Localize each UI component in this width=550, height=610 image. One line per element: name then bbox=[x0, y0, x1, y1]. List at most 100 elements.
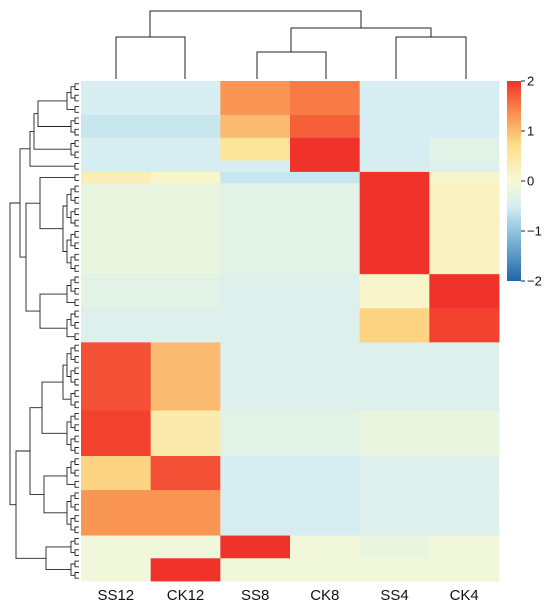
row-dendro-link bbox=[74, 356, 79, 363]
heatmap-cell-b4-ck12 bbox=[150, 171, 221, 184]
column-label-ss8: SS8 bbox=[241, 587, 269, 604]
row-dendro-link bbox=[74, 481, 79, 488]
row-dendro-link bbox=[70, 415, 75, 429]
heatmap-cell-b2-ck4 bbox=[429, 137, 500, 161]
heatmap-cell-b8-ss8 bbox=[220, 342, 291, 411]
heatmap-cell-b0-ck8 bbox=[290, 81, 361, 116]
row-dendro-link bbox=[74, 378, 79, 386]
heatmap-cell-b8-ss12 bbox=[81, 342, 152, 411]
row-dendro-link bbox=[70, 188, 75, 201]
row-dendro-link bbox=[70, 86, 75, 99]
row-dendro-link bbox=[70, 143, 75, 156]
row-dendro-link bbox=[39, 177, 75, 230]
heatmap-cell-b11-ss4 bbox=[359, 490, 430, 536]
row-dendro-link bbox=[74, 503, 79, 511]
row-dendro-link bbox=[70, 540, 75, 554]
heatmap-cell-b13-ck12 bbox=[150, 558, 221, 582]
heatmap-cell-b6-ck8 bbox=[290, 274, 361, 309]
row-dendro-link bbox=[74, 197, 79, 204]
heatmap-cell-b4-ss12 bbox=[81, 171, 152, 184]
heatmap-cell-b3-ck12 bbox=[150, 160, 221, 173]
heatmap-cell-b4-ss8 bbox=[220, 171, 291, 184]
row-dendro-link bbox=[66, 353, 71, 377]
heatmap-cell-b12-ss12 bbox=[81, 535, 152, 559]
heatmap-cell-b13-ss8 bbox=[220, 558, 291, 582]
row-dendro-link bbox=[70, 518, 75, 531]
column-labels: SS12 CK12 SS8 CK8 SS4 CK4 bbox=[97, 587, 478, 604]
row-dendro-link bbox=[74, 208, 79, 215]
heatmap-cell-b6-ck4 bbox=[429, 274, 500, 309]
row-dendro-link bbox=[74, 151, 79, 159]
heatmap-cell-b13-ss4 bbox=[359, 558, 430, 582]
heatmap-cell-b5-ss4 bbox=[359, 183, 430, 275]
row-dendro-link bbox=[70, 495, 75, 508]
heatmap-cell-b9-ss4 bbox=[359, 410, 430, 457]
row-dendro-link bbox=[74, 242, 79, 250]
row-dendro-link bbox=[74, 344, 79, 352]
heatmap-cell-b7-ss8 bbox=[220, 308, 291, 343]
heatmap-cell-b5-ck4 bbox=[429, 183, 500, 275]
heatmap-cell-b7-ck8 bbox=[290, 308, 361, 343]
heatmap-cell-b10-ss8 bbox=[220, 456, 291, 491]
col-dendro-link-root bbox=[149, 10, 362, 37]
heatmap-cell-b9-ck12 bbox=[150, 410, 221, 457]
row-dendro-link bbox=[74, 219, 79, 227]
row-dendro-link bbox=[74, 401, 79, 409]
heatmap-cell-b3-ss4 bbox=[359, 160, 430, 173]
heatmap-cell-b12-ck12 bbox=[150, 535, 221, 559]
row-dendro-link bbox=[15, 450, 46, 559]
heatmap-cell-b11-ss12 bbox=[81, 490, 152, 536]
row-dendro-link bbox=[74, 287, 79, 295]
row-dendro-link bbox=[74, 469, 79, 477]
heatmap-cell-b1-ss8 bbox=[220, 115, 291, 139]
row-dendro-link bbox=[74, 106, 79, 113]
row-dendro-link bbox=[74, 412, 79, 420]
row-dendro-link bbox=[74, 265, 79, 272]
colorbar-tick-label: 1 bbox=[527, 124, 534, 139]
row-dendro-link bbox=[74, 515, 79, 522]
heatmap-cell-b2-ss8 bbox=[220, 137, 291, 161]
column-label-ck4: CK4 bbox=[450, 587, 479, 604]
row-dendro-link bbox=[74, 174, 79, 181]
heatmap-cell-b10-ck8 bbox=[290, 456, 361, 491]
row-dendro-link bbox=[37, 100, 71, 127]
heatmap-cell-b7-ck4 bbox=[429, 308, 500, 343]
row-dendro-link bbox=[74, 492, 79, 500]
colorbar-tick-label: −2 bbox=[527, 274, 542, 289]
row-dendro-link bbox=[33, 113, 71, 150]
heatmap-cell-b10-ck4 bbox=[429, 456, 500, 491]
row-dendro-link bbox=[74, 572, 79, 579]
row-dendro-link bbox=[70, 563, 75, 576]
row-dendro-link bbox=[70, 279, 75, 292]
column-label-ck8: CK8 bbox=[310, 587, 339, 604]
row-dendro-link bbox=[70, 256, 75, 269]
row-dendro-link bbox=[74, 253, 79, 261]
row-dendro-link bbox=[45, 546, 71, 571]
heatmap-cell-b2-ck12 bbox=[150, 137, 221, 161]
heatmap-cell-b11-ck8 bbox=[290, 490, 361, 536]
heatmap-cell-b6-ss4 bbox=[359, 274, 430, 309]
heatmap-cell-b13-ss12 bbox=[81, 558, 152, 582]
row-dendro-link bbox=[70, 120, 75, 133]
heatmap-cell-b0-ck4 bbox=[429, 81, 500, 116]
heatmap-cell-b8-ck4 bbox=[429, 342, 500, 411]
heatmap-cell-b7-ss4 bbox=[359, 308, 430, 343]
heatmap-cell-b8-ss4 bbox=[359, 342, 430, 411]
row-dendro-link bbox=[74, 390, 79, 397]
heatmap-cell-b2-ck8 bbox=[290, 137, 361, 161]
col-dendro-link-ss8-ck8 bbox=[256, 51, 327, 79]
row-dendro-link bbox=[66, 421, 71, 446]
row-dendrogram bbox=[9, 83, 79, 579]
row-dendro-link bbox=[70, 393, 75, 406]
row-dendro-link bbox=[62, 205, 67, 252]
heatmap-cell-b8-ck12 bbox=[150, 342, 221, 411]
heatmap-cell-b8-ck8 bbox=[290, 342, 361, 411]
heatmap-cell-b6-ss8 bbox=[220, 274, 291, 309]
row-dendro-link bbox=[74, 83, 79, 90]
heatmap-cell-b0-ss8 bbox=[220, 81, 291, 116]
heatmap-cell-b3-ss8 bbox=[220, 160, 291, 173]
heatmap-cell-b7-ss12 bbox=[81, 308, 152, 343]
heatmap-cell-b0-ss12 bbox=[81, 81, 152, 116]
heatmap-cell-b10-ss12 bbox=[81, 456, 152, 491]
row-dendro-link bbox=[74, 140, 79, 147]
